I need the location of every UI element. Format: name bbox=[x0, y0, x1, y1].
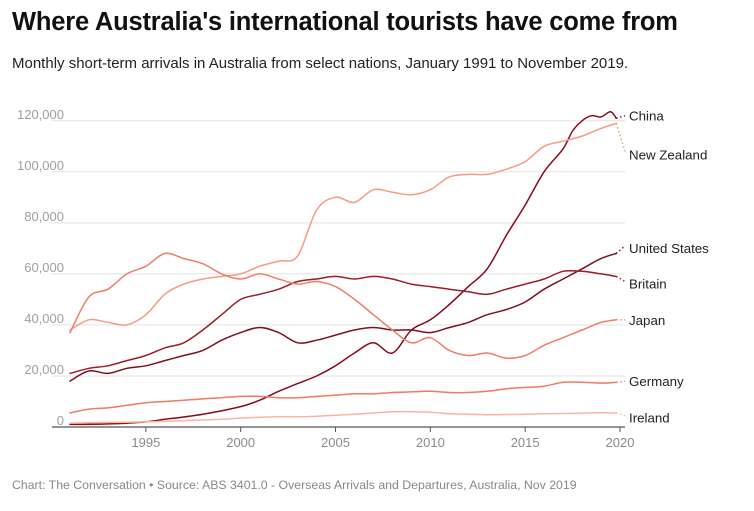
y-tick-label: 120,000 bbox=[17, 107, 64, 122]
x-tick-label: 2005 bbox=[321, 435, 350, 450]
series-line-china bbox=[69, 111, 617, 426]
series-leader-new-zealand bbox=[615, 123, 626, 152]
axis-ticks: 0 20,000 40,000 60,000 80,000 100,000 120,000 1… bbox=[17, 107, 634, 450]
chart-title: Where Australia's international tourists… bbox=[12, 8, 678, 36]
y-tick-label: 20,000 bbox=[24, 362, 64, 377]
series-line-britain bbox=[69, 269, 617, 375]
y-tick-label: 80,000 bbox=[24, 209, 64, 224]
series-leader-britain bbox=[615, 275, 626, 283]
x-tick-label: 2020 bbox=[606, 435, 635, 450]
series-label-china: China bbox=[629, 109, 664, 124]
series-leader-china bbox=[616, 114, 626, 119]
y-tick-label: 100,000 bbox=[17, 158, 64, 173]
series-line-ireland bbox=[69, 410, 617, 424]
series-lines bbox=[69, 111, 626, 426]
series-leader-germany bbox=[616, 380, 626, 384]
y-tick-label: 60,000 bbox=[24, 260, 64, 275]
series-line-japan bbox=[69, 252, 617, 359]
y-tick-label: 40,000 bbox=[24, 311, 64, 326]
chart-source: Chart: The Conversation • Source: ABS 34… bbox=[12, 478, 577, 492]
y-tick-label: 0 bbox=[57, 413, 64, 428]
series-line-united-states bbox=[69, 252, 617, 382]
series-labels: China New Zealand United States Britain Japa… bbox=[629, 109, 709, 426]
series-label-new-zealand: New Zealand bbox=[629, 147, 707, 162]
series-label-britain: Britain bbox=[629, 277, 667, 292]
series-leader-united-states bbox=[615, 245, 626, 254]
series-label-germany: Germany bbox=[629, 374, 684, 389]
series-label-united-states: United States bbox=[629, 241, 709, 256]
series-line-new-zealand bbox=[69, 122, 617, 331]
series-line-germany bbox=[69, 381, 617, 414]
series-leader-ireland bbox=[616, 412, 626, 417]
x-tick-label: 1995 bbox=[131, 435, 160, 450]
x-tick-label: 2015 bbox=[511, 435, 540, 450]
series-label-japan: Japan bbox=[629, 313, 665, 328]
x-tick-label: 2010 bbox=[416, 435, 445, 450]
series-label-ireland: Ireland bbox=[629, 411, 670, 426]
x-tick-label: 2000 bbox=[226, 435, 255, 450]
chart-subtitle: Monthly short-term arrivals in Australia… bbox=[12, 55, 629, 72]
grid-lines bbox=[52, 120, 625, 428]
